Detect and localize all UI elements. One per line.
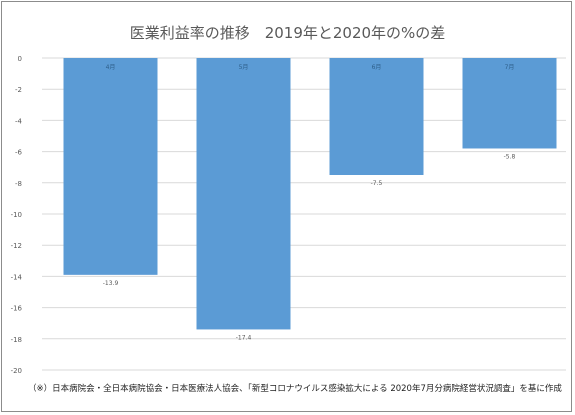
bars [63,58,557,330]
category-label: 5月 [239,64,249,71]
data-label: -13.9 [103,280,119,287]
y-tick-label: -10 [11,211,22,219]
data-label: -5.8 [504,153,516,160]
data-label: -17.4 [236,334,252,341]
y-tick-label: -2 [15,86,22,94]
bar [63,58,158,275]
bar [329,58,424,175]
category-label: 4月 [106,64,116,71]
y-tick-label: -14 [11,273,23,281]
data-labels: 4月 -13.9 5月 -17.4 6月 -7.5 7月 -5.8 [103,64,516,341]
bar [462,58,557,149]
y-tick-label: -12 [11,242,22,250]
y-tick-label: 0 [18,55,22,63]
y-tick-label: -8 [15,180,22,188]
category-label: 7月 [505,64,515,71]
data-label: -7.5 [371,180,383,187]
source-footnote: （※）日本病院会・全日本病院協会・日本医療法人協会、「新型コロナウイルス感染拡大… [28,384,562,394]
category-label: 6月 [372,64,382,71]
y-tick-label: -6 [15,149,23,157]
y-tick-label: -4 [15,117,23,125]
y-tick-label: -16 [11,305,23,313]
y-axis-ticks: 0 -2 -4 -6 -8 -10 -12 -14 -16 -18 -20 [11,55,23,375]
bar [196,58,291,330]
y-tick-label: -20 [11,367,22,375]
y-tick-label: -18 [11,336,22,344]
chart-title: 医業利益率の推移 2019年と2020年の%の差 [129,24,446,42]
